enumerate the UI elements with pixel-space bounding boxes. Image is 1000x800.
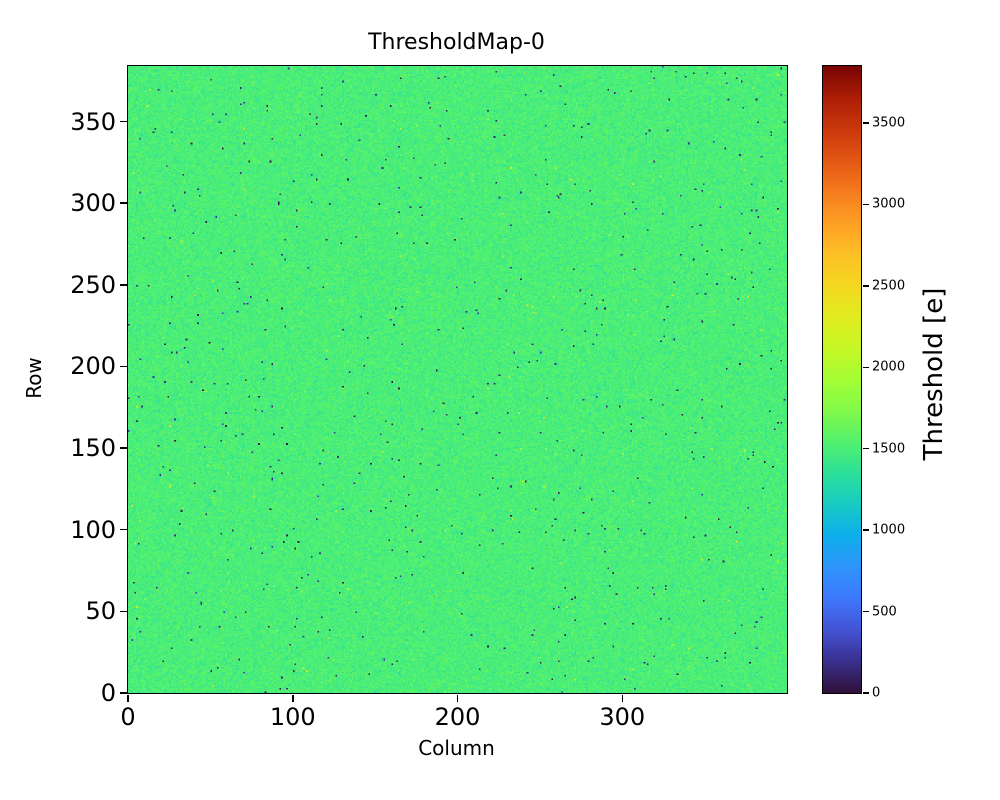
colorbar-tick-label: 2000 (872, 359, 906, 375)
colorbar-tick-label: 3000 (872, 196, 906, 212)
x-axis-label: Column (418, 736, 495, 760)
colorbar-tick-label: 500 (872, 604, 897, 620)
y-axis-ticks: 0 50 100 150 200 250 300 350 (70, 66, 787, 707)
colorbar-tick-mark (862, 366, 869, 369)
x-tick-label: 0 (120, 703, 136, 731)
colorbar-tick-mark (862, 447, 869, 450)
y-tick-label: 150 (70, 434, 116, 463)
colorbar-label: Threshold [e] (919, 287, 949, 461)
colorbar: 0 500 1000 1500 2000 2500 3000 3500 (822, 65, 905, 701)
colorbar-ticks: 0 500 1000 1500 2000 2500 3000 3500 (823, 66, 905, 701)
y-tick-mark (119, 365, 127, 368)
colorbar-tick-mark (862, 203, 869, 206)
colorbar-tick-label: 1000 (872, 522, 906, 538)
y-tick-label: 200 (70, 352, 116, 381)
x-tick-label: 300 (599, 703, 646, 731)
y-tick-mark (119, 120, 127, 123)
x-tick-label: 100 (269, 703, 316, 731)
y-tick-label: 0 (100, 679, 116, 707)
y-tick-label: 100 (70, 515, 116, 544)
y-axis-label: Row (22, 357, 46, 399)
chart-title: ThresholdMap-0 (368, 30, 545, 55)
colorbar-tick-mark (862, 529, 869, 531)
colorbar-tick-label: 2500 (872, 278, 906, 294)
y-tick-mark (119, 202, 127, 204)
plot-area: 0 100 200 300 0 50 100 150 200 250 300 350 (70, 65, 788, 731)
colorbar-tick-mark (862, 610, 869, 613)
y-tick-mark (119, 447, 127, 449)
y-tick-mark (119, 692, 127, 694)
colorbar-tick-mark (862, 285, 869, 287)
colorbar-tick-label: 0 (872, 685, 881, 701)
heatmap-canvas (128, 66, 787, 693)
colorbar-canvas (823, 66, 861, 693)
y-tick-label: 250 (70, 270, 116, 299)
x-axis-ticks: 0 100 200 300 (120, 66, 787, 731)
x-tick-mark (621, 694, 623, 702)
x-tick-mark (456, 694, 459, 702)
colorbar-tick-label: 1500 (872, 441, 906, 457)
colorbar-tick-label: 3500 (872, 115, 906, 131)
x-tick-mark (127, 694, 129, 702)
y-tick-mark (119, 528, 127, 531)
y-tick-label: 50 (85, 597, 116, 626)
y-tick-label: 350 (70, 107, 116, 136)
colorbar-tick-mark (862, 692, 869, 694)
colorbar-tick-mark (862, 122, 869, 124)
x-tick-label: 200 (434, 703, 481, 731)
y-tick-mark (119, 284, 127, 286)
y-tick-label: 300 (70, 189, 116, 218)
y-tick-mark (119, 610, 127, 613)
x-tick-mark (292, 694, 294, 702)
